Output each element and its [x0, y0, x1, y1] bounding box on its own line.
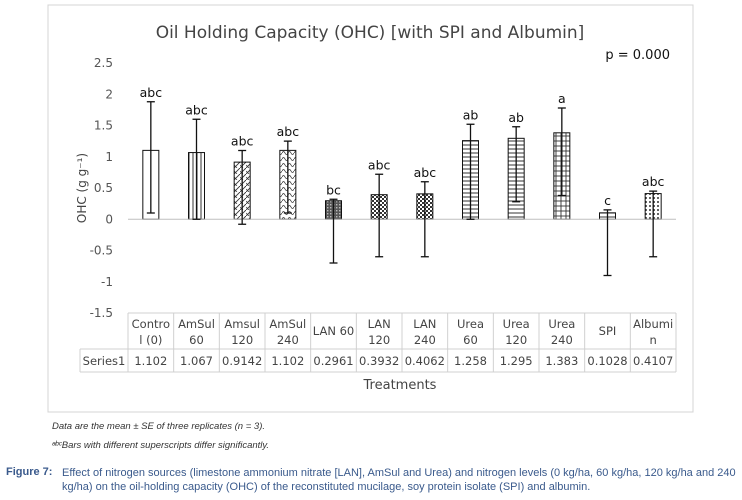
error-bars — [146, 101, 658, 277]
value-cell: 1.295 — [500, 354, 533, 368]
y-tick-label: -1.5 — [90, 306, 113, 320]
category-label: Contro — [132, 317, 170, 331]
y-tick-label: 1.5 — [94, 119, 113, 133]
y-tick-label: 0 — [105, 212, 113, 226]
category-label: SPI — [599, 324, 617, 338]
y-tick-label: 0.5 — [94, 181, 113, 195]
category-label: 240 — [551, 333, 573, 347]
category-label: n — [650, 333, 657, 347]
value-cell: 1.258 — [454, 354, 487, 368]
y-axis-label: OHC (g g⁻¹) — [75, 153, 89, 223]
y-tick-label: 2 — [105, 87, 113, 101]
significance-letter: abc — [185, 102, 208, 117]
significance-letter: ab — [508, 110, 524, 125]
category-label: 120 — [368, 333, 390, 347]
figure-label: Figure 7: — [6, 466, 53, 478]
y-axis-tick-labels: 2.5 2 1.5 1 0.5 0 -0.5 -1 -1.5 — [90, 56, 113, 320]
significance-letter: abc — [414, 165, 437, 180]
significance-letter: ab — [463, 107, 479, 122]
value-cell: 0.4107 — [633, 354, 673, 368]
category-label: 240 — [414, 333, 436, 347]
y-tick-label: -0.5 — [90, 244, 113, 258]
category-label: 120 — [505, 333, 527, 347]
significance-letter: abc — [642, 174, 665, 189]
footnote-mean-se: Data are the mean ± SE of three replicat… — [52, 421, 266, 432]
category-label: Urea — [457, 317, 484, 331]
significance-letters: abc abc abc abc bc abc abc ab ab a c abc — [140, 85, 665, 208]
category-label: 60 — [189, 333, 204, 347]
significance-letter: a — [558, 91, 566, 106]
category-label: Amsul — [224, 317, 260, 331]
significance-letter: abc — [231, 134, 254, 149]
category-label: LAN — [413, 317, 436, 331]
figure-caption: Effect of nitrogen sources (limestone am… — [62, 467, 736, 493]
value-cell: 0.2961 — [313, 354, 353, 368]
footnote-superscripts: ᵃᵇᶜBars with different superscripts diff… — [52, 440, 270, 451]
significance-letter: bc — [326, 182, 341, 197]
significance-letter: c — [604, 193, 611, 208]
category-label: AmSul — [178, 317, 215, 331]
series-name-label: Series1 — [83, 354, 126, 368]
category-label: AmSul — [269, 317, 306, 331]
category-label: Urea — [548, 317, 575, 331]
value-cell: 0.4062 — [405, 354, 445, 368]
significance-letter: abc — [140, 85, 163, 100]
y-tick-label: 2.5 — [94, 56, 113, 70]
category-label: LAN 60 — [313, 324, 354, 338]
significance-letter: abc — [368, 157, 391, 172]
value-cell: 1.067 — [180, 354, 213, 368]
data-table: Contro l (0) AmSul 60 Amsul 120 AmSul 240 LAN 60… — [79, 312, 677, 373]
y-tick-label: -1 — [101, 275, 113, 289]
category-label: l (0) — [139, 333, 162, 347]
value-cell: 0.1028 — [587, 354, 627, 368]
value-cell: 0.3932 — [359, 354, 399, 368]
value-cell: 1.383 — [545, 354, 578, 368]
category-label: Urea — [503, 317, 530, 331]
category-label: Albumi — [633, 317, 673, 331]
category-label: 240 — [277, 333, 299, 347]
x-axis-label: Treatments — [363, 378, 437, 393]
category-label: LAN — [368, 317, 391, 331]
chart-title: Oil Holding Capacity (OHC) [with SPI and… — [156, 23, 585, 43]
category-label: 120 — [231, 333, 253, 347]
value-cell: 0.9142 — [222, 354, 262, 368]
p-value-annotation: p = 0.000 — [605, 48, 670, 63]
category-label: 60 — [463, 333, 478, 347]
ohc-bar-chart: Oil Holding Capacity (OHC) [with SPI and… — [47, 4, 694, 413]
y-axis-label-group: OHC (g g⁻¹) — [75, 153, 89, 223]
value-cell: 1.102 — [134, 354, 167, 368]
significance-letter: abc — [277, 124, 300, 139]
y-tick-label: 1 — [105, 150, 113, 164]
value-cell: 1.102 — [271, 354, 304, 368]
